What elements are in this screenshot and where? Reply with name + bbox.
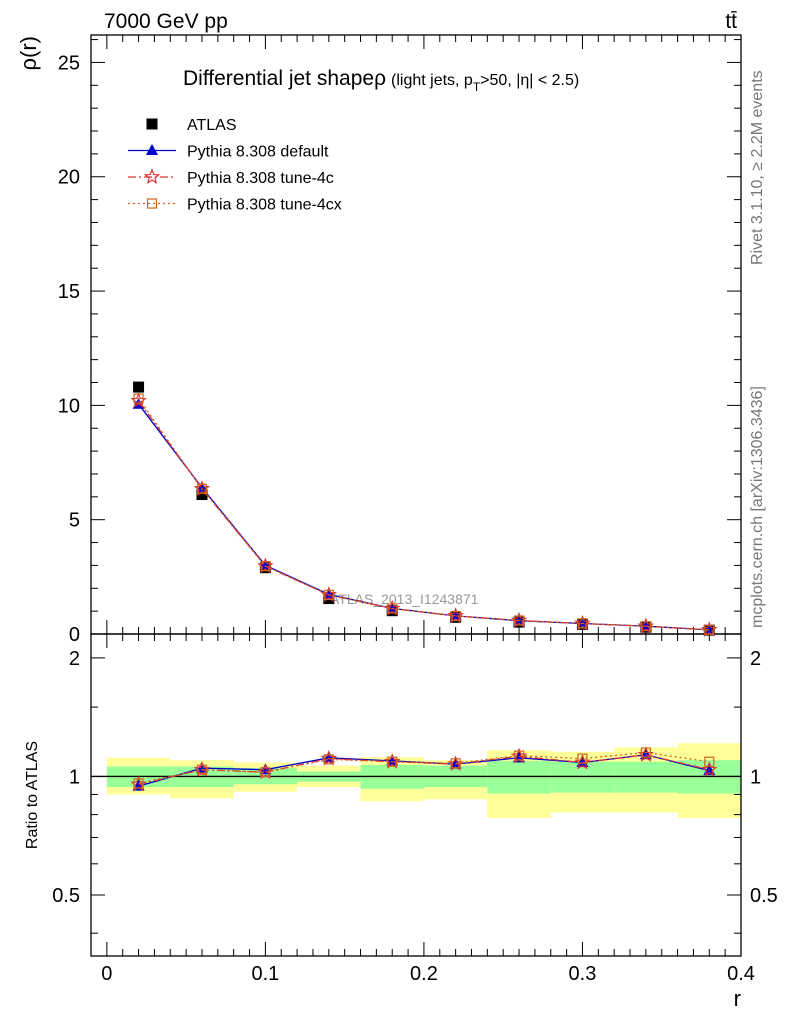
series-3 bbox=[133, 393, 715, 635]
data-point bbox=[133, 778, 144, 789]
rivet-label: Rivet 3.1.10, ≥ 2.2M events bbox=[749, 70, 766, 265]
main-ytick-label: 15 bbox=[58, 281, 80, 303]
data-point bbox=[513, 750, 525, 761]
xtick-label: 0 bbox=[101, 963, 112, 985]
data-point bbox=[143, 168, 161, 185]
data-point bbox=[323, 754, 334, 765]
ratio-series-2 bbox=[133, 747, 715, 789]
main-ytick-label: 25 bbox=[58, 52, 80, 74]
chart-title: Differential jet shapeρ (light jets, pT>5… bbox=[183, 67, 579, 94]
main-ylabel: ρ(r) bbox=[16, 36, 41, 71]
title-sub-tail: >50, |η| < 2.5) bbox=[480, 72, 579, 89]
data-point bbox=[450, 610, 461, 622]
legend: ATLAS Pythia 8.308 default Pythia 8.308 tu… bbox=[128, 117, 342, 214]
data-point bbox=[323, 589, 334, 601]
data-point bbox=[450, 758, 461, 769]
data-point bbox=[577, 618, 588, 629]
title-symbol: ρ bbox=[374, 67, 386, 90]
data-point bbox=[133, 381, 145, 393]
ratio-panel-frame bbox=[90, 633, 742, 957]
band-inner bbox=[487, 760, 551, 794]
header-left: 7000 GeV pp bbox=[104, 10, 228, 33]
data-point bbox=[196, 764, 208, 775]
data-point bbox=[133, 393, 144, 404]
ratio-ylabel: Ratio to ATLAS bbox=[24, 741, 41, 849]
data-point bbox=[146, 198, 158, 209]
title-sub-subscript: T bbox=[473, 80, 481, 94]
data-point bbox=[577, 753, 588, 764]
xtick-label: 0.3 bbox=[569, 963, 597, 985]
legend-label: Pythia 8.308 tune-4cx bbox=[187, 197, 342, 214]
series-line bbox=[138, 398, 710, 631]
ratio-xlabel: r bbox=[734, 986, 741, 1011]
legend-label: Pythia 8.308 tune-4c bbox=[187, 170, 334, 187]
ratio-ytick-label: 2 bbox=[69, 648, 80, 670]
xtick-label: 0.1 bbox=[251, 963, 279, 985]
main-ytick-label: 20 bbox=[58, 167, 80, 189]
legend-label: ATLAS bbox=[187, 117, 237, 134]
axis-ticks: 0 5 10 15 20 25 0 0.1 0.2 0.3 0.4 0.5 0.5 1 1 2 2 bbox=[52, 35, 778, 985]
ratio-ytick-label-right: 1 bbox=[750, 766, 761, 788]
data-point bbox=[260, 767, 271, 778]
data-point bbox=[640, 621, 651, 632]
data-point bbox=[387, 603, 398, 614]
ratio-ytick-label: 1 bbox=[69, 766, 80, 788]
ratio-series bbox=[130, 746, 718, 792]
data-point bbox=[146, 144, 158, 155]
ratio-ytick-label-right: 0.5 bbox=[750, 885, 778, 907]
ratio-ytick-label-right: 2 bbox=[750, 648, 761, 670]
data-point bbox=[196, 489, 208, 501]
band-inner bbox=[614, 761, 678, 793]
main-ytick-label: 0 bbox=[69, 624, 80, 646]
data-point bbox=[146, 118, 158, 130]
title-sub: (light jets, p bbox=[391, 72, 473, 89]
main-ytick-label: 10 bbox=[58, 395, 80, 417]
series-line bbox=[138, 751, 710, 785]
title-main: Differential jet shape bbox=[183, 67, 374, 90]
ratio-ytick-label: 0.5 bbox=[52, 885, 80, 907]
data-point bbox=[704, 756, 715, 767]
data-point bbox=[640, 747, 651, 758]
data-point bbox=[260, 560, 271, 572]
data-point bbox=[701, 761, 718, 777]
data-point bbox=[513, 615, 525, 626]
mcplots-label: mcplots.cern.ch [arXiv:1306.3436] bbox=[749, 386, 766, 628]
xtick-label: 0.4 bbox=[727, 963, 755, 985]
data-point bbox=[704, 624, 715, 635]
data-point bbox=[387, 756, 398, 767]
header-right: tt̄ bbox=[725, 10, 737, 33]
main-series bbox=[130, 381, 718, 637]
data-point bbox=[196, 483, 208, 494]
xtick-label: 0.2 bbox=[410, 963, 438, 985]
legend-label: Pythia 8.308 default bbox=[187, 144, 329, 161]
main-ytick-label: 5 bbox=[69, 510, 80, 532]
